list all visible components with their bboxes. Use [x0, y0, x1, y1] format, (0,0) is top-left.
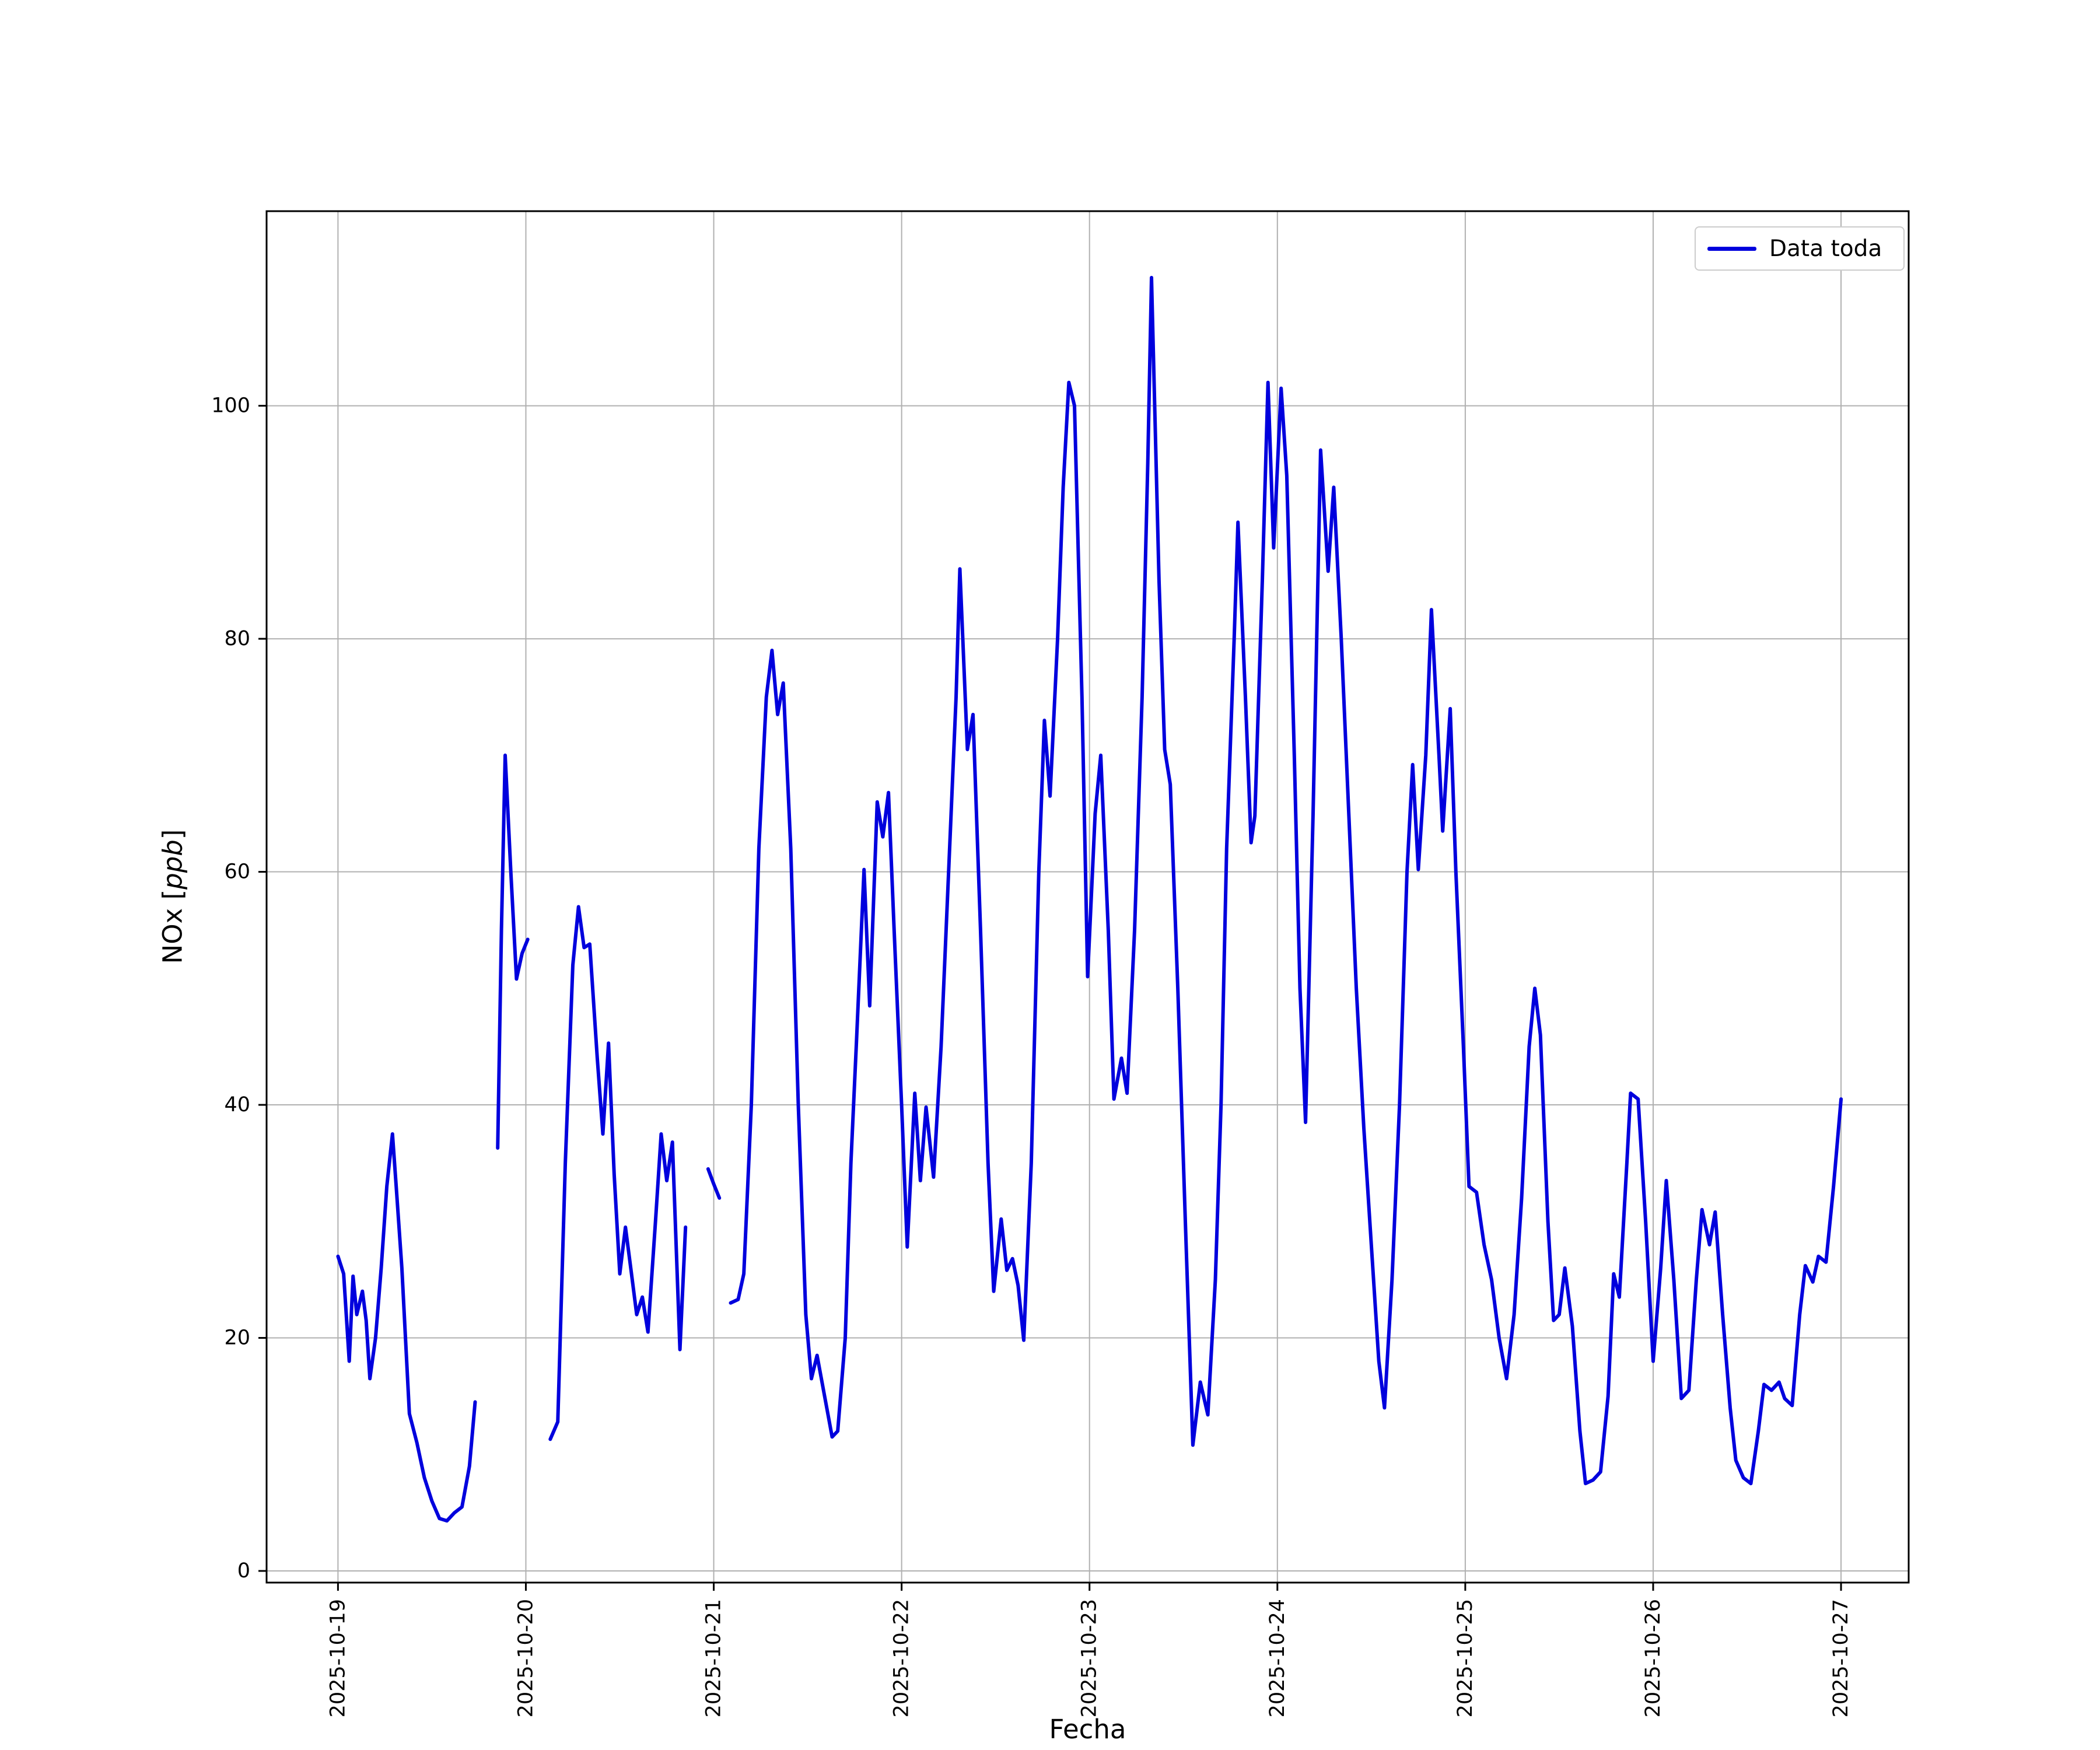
- x-tick-label: 2025-10-19: [326, 1599, 349, 1717]
- y-axis-label: NOx [ppb]: [158, 830, 188, 964]
- x-axis-label: Fecha: [1049, 1714, 1126, 1745]
- legend-line-swatch: [1707, 246, 1756, 251]
- y-tick-label: 20: [224, 1326, 250, 1350]
- data-line-segment: [336, 1132, 477, 1523]
- y-tick-label: 100: [211, 394, 250, 418]
- data-line-segment: [706, 1167, 722, 1200]
- x-tick-label: 2025-10-24: [1266, 1599, 1289, 1717]
- x-tick-label: 2025-10-21: [702, 1599, 726, 1717]
- data-line-segment: [496, 753, 530, 1150]
- legend-label: Data toda: [1769, 235, 1882, 262]
- y-axis-label-suffix: ]: [157, 829, 188, 840]
- data-series-data-toda: [336, 275, 1843, 1523]
- y-tick-label: 60: [224, 860, 250, 884]
- x-tick-label: 2025-10-22: [890, 1599, 914, 1717]
- y-tick-label: 0: [237, 1559, 250, 1583]
- plot-frame: [265, 210, 1910, 1584]
- x-tick-label: 2025-10-26: [1642, 1599, 1665, 1717]
- y-axis-label-unit: ppb: [157, 839, 188, 890]
- x-tick-label: 2025-10-25: [1454, 1599, 1477, 1717]
- y-axis-label-prefix: NOx [: [157, 889, 188, 964]
- y-tick-label: 40: [224, 1093, 250, 1116]
- y-tick-label: 80: [224, 627, 250, 650]
- x-tick-label: 2025-10-20: [514, 1599, 537, 1717]
- tick-labels: 2025-10-19 2025-10-20 2025-10-21 2025-10-22…: [211, 394, 1853, 1718]
- x-tick-label: 2025-10-27: [1829, 1599, 1853, 1717]
- data-line-segment: [729, 275, 1843, 1486]
- ticks: [258, 405, 1842, 1591]
- data-line-segment: [548, 905, 688, 1441]
- x-tick-label: 2025-10-23: [1078, 1599, 1101, 1717]
- legend: Data toda: [1695, 226, 1905, 271]
